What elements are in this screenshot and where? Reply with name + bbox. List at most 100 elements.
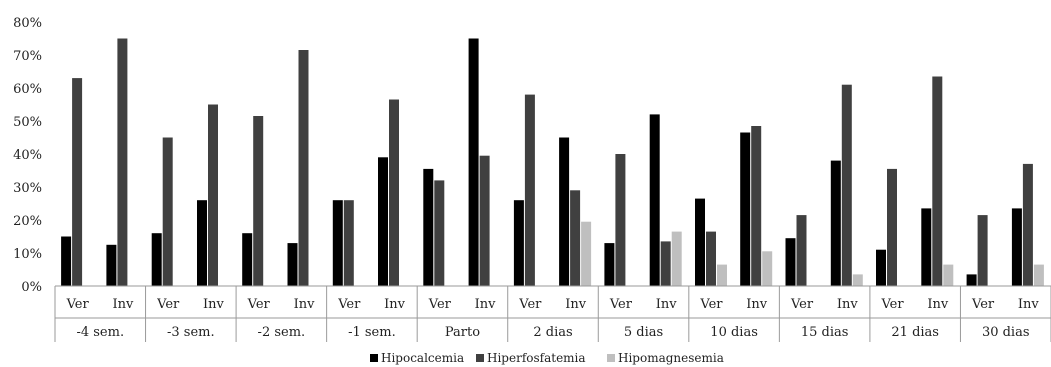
bar-hipomagnesemia [671, 231, 682, 286]
bar-hipocalcemia [242, 233, 253, 286]
bar-hipocalcemia [966, 274, 977, 286]
y-tick-label: 50% [13, 115, 42, 130]
x-subcategory-label: Ver [880, 297, 904, 312]
x-group-label: -4 sem. [76, 325, 124, 340]
x-subcategory-label: Inv [203, 297, 225, 312]
x-subcategory-label: Ver [337, 297, 361, 312]
bar-hiperfosfatemia [706, 231, 716, 286]
bar-hiperfosfatemia [570, 190, 581, 286]
bar-hipocalcemia [604, 243, 615, 286]
bar-hipocalcemia [695, 198, 705, 286]
bar-hiperfosfatemia [615, 154, 626, 286]
bar-hipocalcemia [468, 38, 479, 286]
bar-hipocalcemia [830, 160, 841, 286]
x-subcategory-label: Ver [518, 297, 542, 312]
x-subcategory-label: Ver [247, 297, 271, 312]
x-group-label: 5 dias [624, 325, 663, 340]
bar-hiperfosfatemia [434, 180, 445, 286]
y-tick-label: 20% [13, 214, 42, 229]
x-subcategory-label: Ver [156, 297, 180, 312]
bar-hiperfosfatemia [253, 116, 264, 286]
bar-hiperfosfatemia [887, 168, 897, 286]
x-subcategory-label: Inv [565, 297, 587, 312]
bar-hipocalcemia [332, 200, 343, 286]
bar-hipocalcemia [287, 243, 298, 286]
x-subcategory-label: Inv [746, 297, 768, 312]
y-tick-label: 70% [13, 49, 42, 64]
bar-hiperfosfatemia [72, 78, 83, 286]
x-subcategory-label: Inv [656, 297, 678, 312]
legend-swatch [476, 354, 484, 362]
bar-hiperfosfatemia [977, 215, 988, 286]
bar-hiperfosfatemia [298, 50, 309, 286]
bar-hiperfosfatemia [932, 76, 943, 286]
y-tick-label: 60% [13, 82, 42, 97]
legend: Hipocalcemia Hiperfosfatemia Hipomagnesemi… [370, 351, 724, 365]
bar-hiperfosfatemia [479, 155, 490, 286]
bar-hiperfosfatemia [796, 215, 807, 286]
bar-hiperfosfatemia [117, 38, 128, 286]
bar-hipocalcemia [197, 200, 207, 286]
bar-hipocalcemia [785, 238, 796, 286]
y-tick-label: 40% [13, 148, 42, 163]
legend-label: Hipocalcemia [381, 351, 464, 365]
x-subcategory-label: Inv [837, 297, 859, 312]
bar-hipomagnesemia [581, 221, 592, 286]
bar-hiperfosfatemia [1022, 163, 1033, 286]
bar-hipocalcemia [649, 114, 660, 287]
y-tick-label: 0% [21, 280, 42, 295]
x-group-label: 10 dias [710, 325, 758, 340]
bar-hipocalcemia [151, 233, 162, 286]
bars [61, 38, 1044, 287]
bar-hiperfosfatemia [524, 94, 535, 286]
bar-hipocalcemia [423, 168, 434, 286]
y-tick-label: 30% [13, 181, 42, 196]
bar-hiperfosfatemia [389, 99, 399, 286]
x-group-label: 15 dias [801, 325, 849, 340]
legend-swatch [607, 354, 615, 362]
x-subcategory-label: Inv [294, 297, 316, 312]
bar-hiperfosfatemia [343, 200, 354, 286]
x-group-label: 30 dias [982, 325, 1030, 340]
bar-hipocalcemia [740, 132, 751, 286]
legend-swatch [370, 354, 378, 362]
bar-hipomagnesemia [852, 274, 863, 286]
x-subcategory-label: Ver [66, 297, 90, 312]
x-subcategory-label: Inv [384, 297, 406, 312]
x-subcategory-label: Ver [971, 297, 995, 312]
x-group-label: -3 sem. [167, 325, 215, 340]
bar-hipocalcemia [61, 236, 72, 286]
bar-hipocalcemia [106, 244, 117, 287]
x-subcategory-label: Inv [927, 297, 949, 312]
x-subcategory-label: Inv [112, 297, 134, 312]
bar-hipomagnesemia [762, 251, 773, 286]
bar-hiperfosfatemia [841, 84, 852, 286]
x-subcategory-label: Ver [699, 297, 723, 312]
bar-hipocalcemia [513, 200, 524, 286]
bar-hiperfosfatemia [162, 137, 173, 286]
x-group-label: -2 sem. [258, 325, 306, 340]
x-axis: Ver Inv -4 sem. Ver Inv -3 sem. Ver Inv -2 sem. V… [54, 285, 1051, 342]
x-group-label: 2 dias [533, 325, 572, 340]
y-tick-label: 10% [13, 247, 42, 262]
bar-hipomagnesemia [717, 264, 727, 286]
legend-label: Hipomagnesemia [618, 351, 724, 365]
y-tick-label: 80% [13, 16, 42, 31]
x-group-label: Parto [445, 325, 480, 340]
x-subcategory-label: Ver [790, 297, 814, 312]
bar-hipomagnesemia [943, 264, 954, 286]
x-group-label: 21 dias [891, 325, 939, 340]
y-tick-labels: 0% 10% 20% 30% 40% 50% 60% 70% 80% [13, 16, 42, 295]
bar-hiperfosfatemia [660, 241, 671, 286]
bar-hipocalcemia [1011, 208, 1022, 286]
bar-hiperfosfatemia [208, 104, 218, 286]
legend-label: Hiperfosfatemia [487, 351, 586, 365]
bar-hipocalcemia [921, 208, 932, 286]
x-subcategory-label: Ver [428, 297, 452, 312]
bar-hiperfosfatemia [751, 126, 762, 286]
bar-hipocalcemia [559, 137, 570, 286]
x-subcategory-label: Inv [1018, 297, 1040, 312]
x-group-label: -1 sem. [348, 325, 396, 340]
bar-hipocalcemia [378, 157, 388, 286]
